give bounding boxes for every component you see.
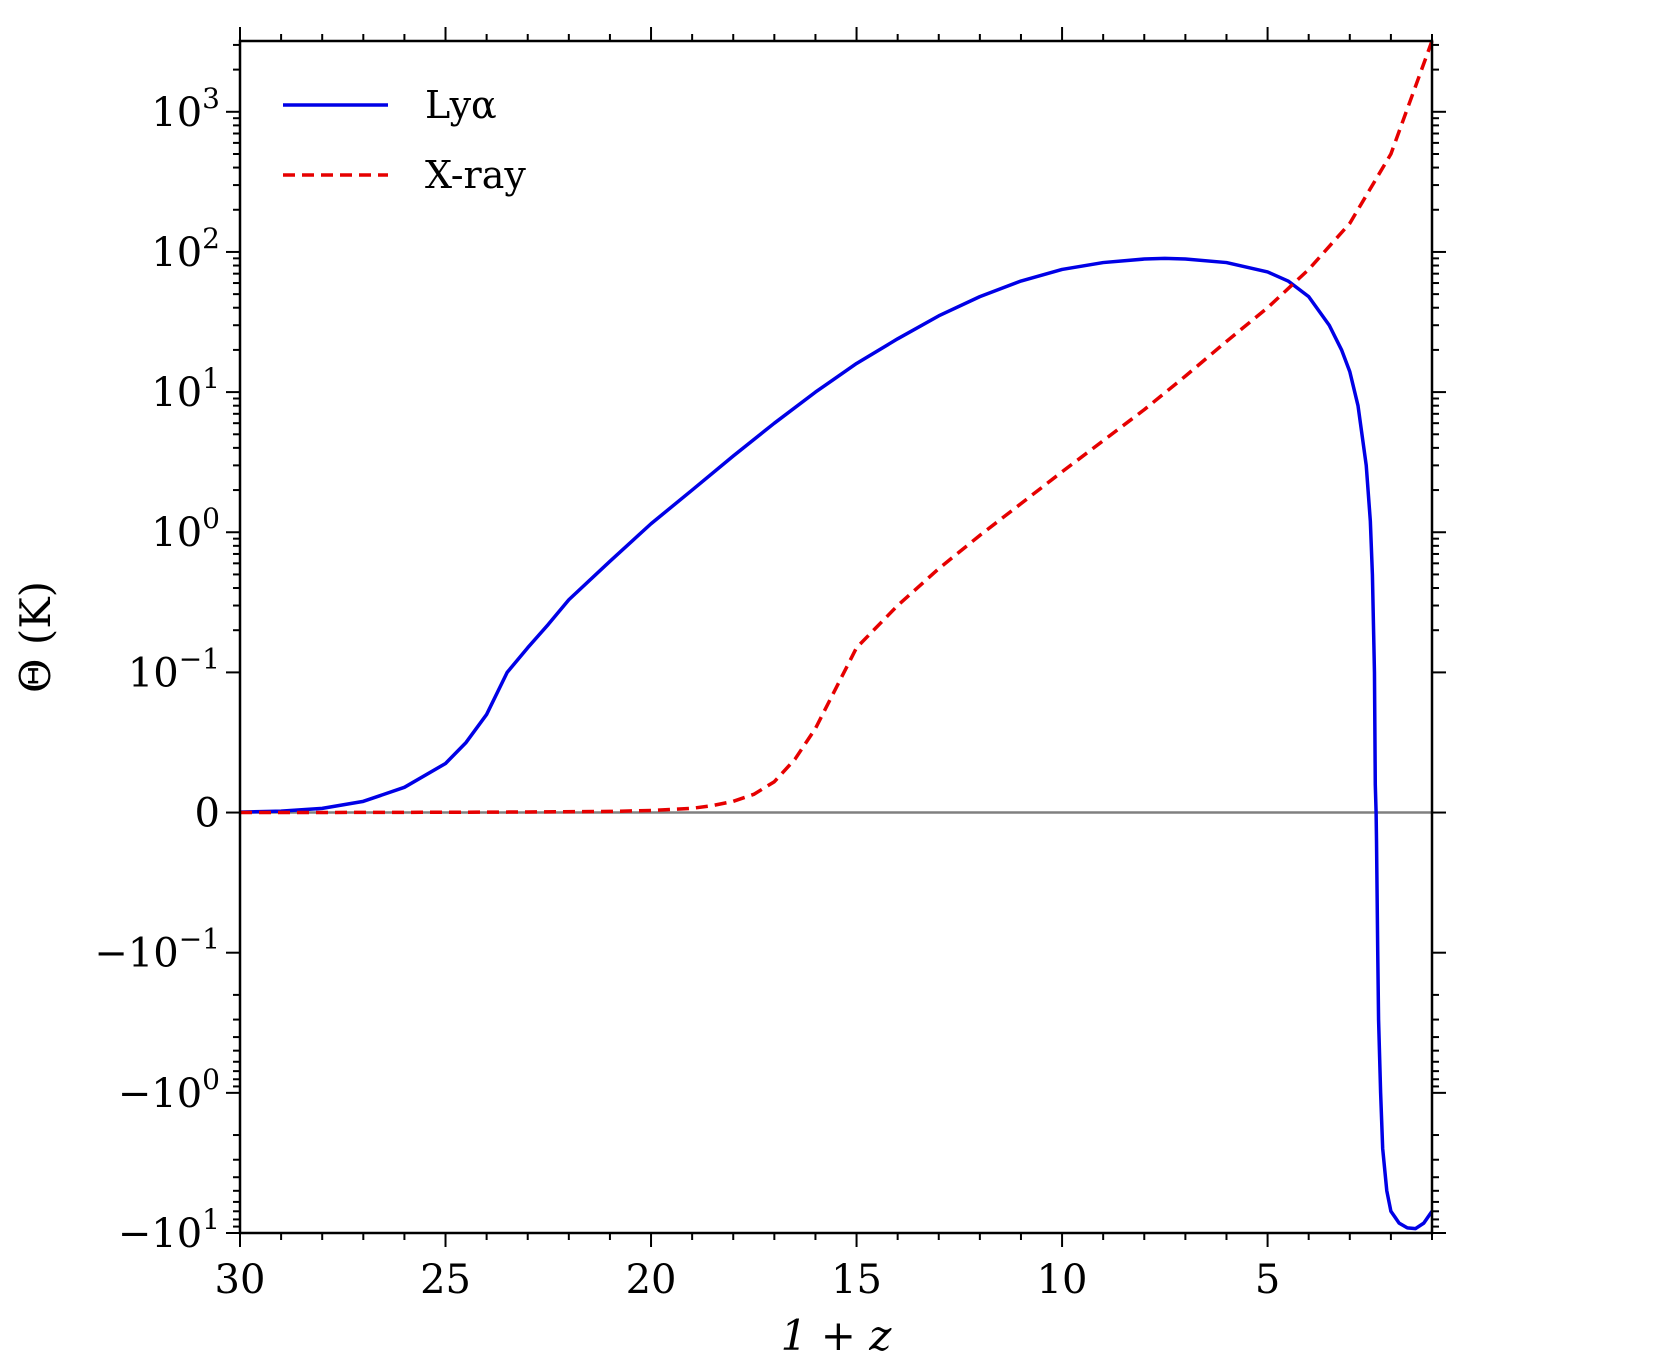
y-tick-label: 10−1 <box>128 642 220 696</box>
y-tick-label: −100 <box>118 1063 220 1117</box>
x-axis-label: 1 + z <box>781 1311 893 1360</box>
x-tick-label: 10 <box>1037 1257 1088 1303</box>
series-line-1 <box>239 256 1434 1231</box>
y-tick-label: 103 <box>151 82 220 136</box>
x-tick-label: 30 <box>215 1257 266 1303</box>
legend-label-2: X-ray <box>425 153 526 197</box>
y-tick-label: −101 <box>118 1203 220 1257</box>
y-tick-label: 102 <box>151 222 220 276</box>
x-tick-label: 15 <box>831 1257 882 1303</box>
x-tick-label: 25 <box>420 1257 471 1303</box>
plot-frame <box>238 39 1434 1235</box>
y-axis-label: Θ (K) <box>11 581 60 693</box>
x-tick-label: 20 <box>626 1257 677 1303</box>
y-tick-label: −10−1 <box>94 923 220 977</box>
y-tick-label: 0 <box>195 791 220 837</box>
y-tick-label: 100 <box>151 502 220 556</box>
legend-label-1: Lyα <box>425 83 497 127</box>
y-tick-label: 101 <box>151 362 220 416</box>
x-tick-label: 5 <box>1255 1257 1280 1303</box>
legend: Lyα X-ray <box>283 83 526 197</box>
series-line-2 <box>239 40 1434 815</box>
